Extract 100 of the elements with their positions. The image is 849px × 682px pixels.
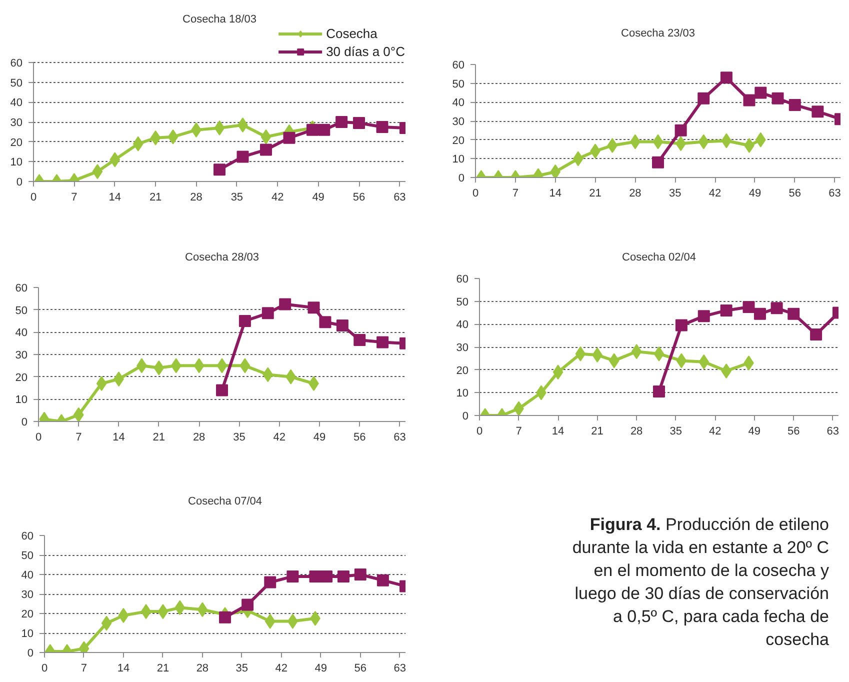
y-tick-label: 10 [21, 628, 34, 640]
chart-title: Cosecha 28/03 [185, 252, 259, 264]
y-tick-label: 60 [452, 60, 465, 72]
point [320, 570, 333, 582]
point [154, 360, 164, 376]
point [214, 164, 226, 176]
x-tick-label: 7 [76, 432, 82, 444]
point [319, 316, 332, 328]
y-tick-label: 60 [21, 530, 34, 542]
y-tick-label: 20 [15, 372, 28, 384]
point [770, 302, 783, 314]
point [552, 364, 564, 380]
point [286, 570, 299, 582]
x-tick-label: 56 [354, 662, 367, 674]
point [676, 353, 687, 368]
point [214, 120, 225, 136]
point [216, 358, 228, 374]
point [376, 120, 388, 133]
y-tick-label: 40 [21, 570, 34, 582]
x-tick-label: 35 [230, 192, 244, 204]
point [550, 164, 561, 178]
y-tick-label: 60 [10, 58, 23, 70]
point [174, 600, 186, 616]
point [788, 308, 800, 320]
point [812, 106, 824, 118]
x-tick-label: 28 [192, 432, 206, 444]
x-tick-label: 21 [149, 192, 162, 204]
point [197, 602, 208, 618]
y-tick-label: 40 [10, 97, 23, 110]
point [132, 136, 144, 152]
point [306, 124, 318, 136]
point [73, 407, 84, 422]
x-tick-label: 56 [352, 192, 366, 204]
y-tick-label: 10 [452, 154, 465, 166]
y-tick-label: 10 [15, 394, 28, 406]
point [354, 334, 366, 346]
chart-title: Cosecha 02/04 [622, 252, 696, 264]
point [653, 386, 665, 398]
point [279, 298, 292, 310]
point [698, 354, 710, 370]
text: Figura 4. [590, 515, 661, 534]
chart-title: Cosecha 18/03 [182, 14, 256, 26]
x-tick-label: 35 [668, 188, 682, 200]
y-tick-label: 0 [27, 648, 34, 660]
x-tick-label: 63 [394, 432, 406, 444]
point [101, 616, 112, 631]
point [336, 116, 348, 128]
x-tick-label: 35 [233, 432, 246, 444]
y-tick-label: 40 [15, 327, 28, 340]
x-tick-label: 14 [549, 188, 562, 200]
x-tick-label: 49 [312, 192, 324, 204]
y-tick-label: 10 [10, 156, 23, 169]
point [754, 308, 766, 320]
point [140, 604, 152, 620]
point [607, 138, 618, 153]
x-tick-label: 63 [394, 192, 406, 204]
x-tick-label: 49 [314, 662, 328, 674]
point [631, 344, 642, 360]
point [170, 358, 182, 374]
y-tick-label: 50 [452, 78, 465, 90]
point [110, 152, 120, 168]
y-tick-label: 20 [10, 136, 23, 149]
x-tick-label: 7 [71, 192, 78, 204]
point [743, 94, 756, 106]
y-tick-label: 50 [10, 77, 23, 90]
y-tick-label: 10 [456, 388, 469, 400]
y-tick-label: 30 [10, 117, 23, 129]
y-tick-label: 40 [452, 97, 465, 110]
point [720, 72, 732, 84]
y-tick-label: 30 [456, 342, 469, 354]
point [698, 310, 710, 322]
point [236, 150, 249, 163]
point [260, 129, 272, 144]
x-tick-label: 14 [112, 432, 125, 444]
point [216, 384, 228, 396]
point [376, 336, 389, 348]
point [318, 124, 330, 136]
y-tick-label: 30 [452, 116, 465, 128]
y-tick-label: 50 [456, 296, 469, 308]
legend-label: 30 días a 0°C [326, 44, 405, 59]
y-tick-label: 30 [15, 350, 28, 362]
point [698, 92, 710, 104]
point [262, 307, 274, 320]
point [720, 304, 732, 316]
point [336, 319, 348, 332]
point [219, 611, 231, 624]
x-tick-label: 7 [512, 188, 518, 200]
point [675, 319, 688, 332]
x-tick-label: 28 [196, 662, 209, 674]
point [260, 144, 272, 156]
point [608, 353, 620, 368]
x-tick-label: 7 [80, 662, 88, 674]
x-tick-label: 28 [190, 192, 202, 204]
point [788, 98, 801, 111]
point [353, 116, 365, 129]
x-tick-label: 28 [630, 426, 643, 438]
point [242, 598, 254, 611]
point [240, 358, 250, 374]
point [150, 130, 161, 146]
point [810, 328, 822, 340]
